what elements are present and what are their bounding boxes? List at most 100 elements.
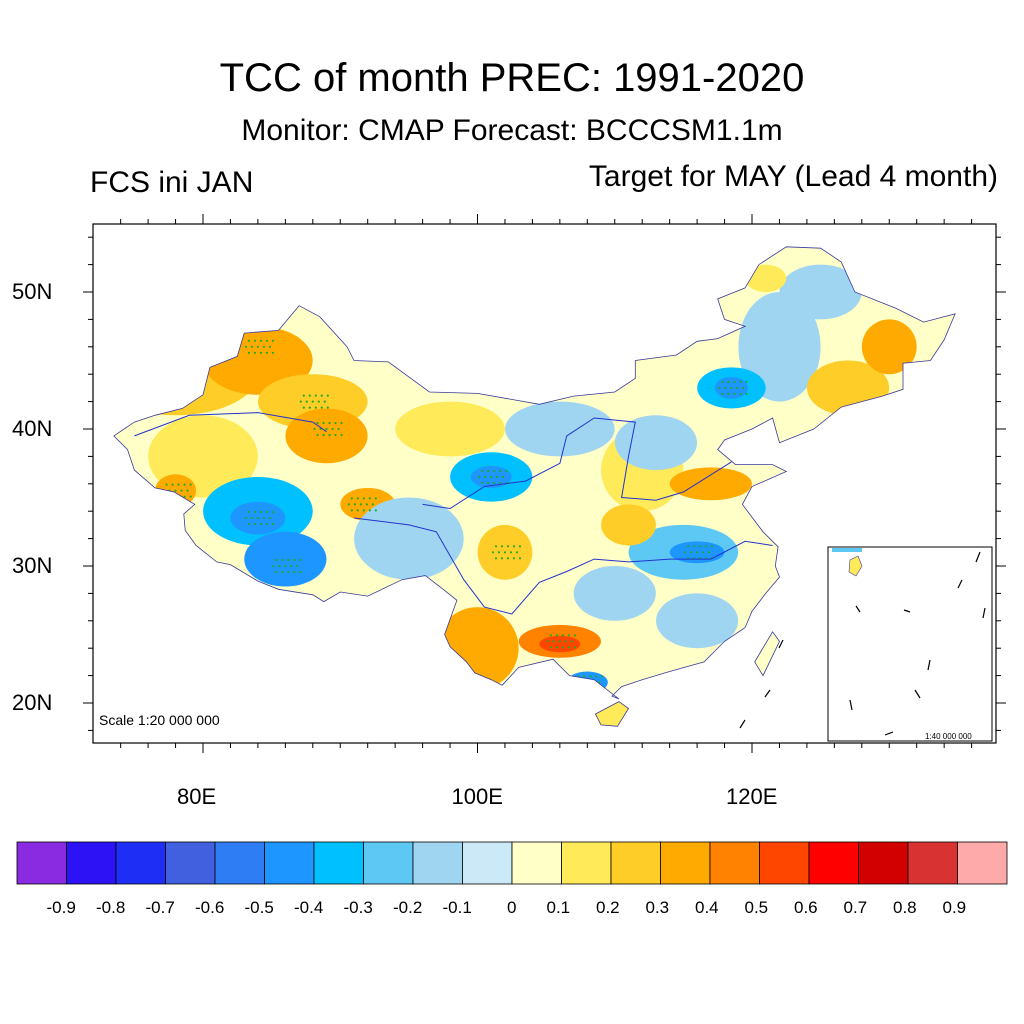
significance-dot bbox=[328, 421, 331, 425]
tcc-patch bbox=[505, 401, 615, 457]
colorbar-label: -0.6 bbox=[195, 898, 225, 917]
significance-dot bbox=[573, 634, 576, 637]
significance-dot bbox=[724, 386, 727, 389]
significance-dot bbox=[186, 489, 189, 492]
colorbar-swatch bbox=[561, 841, 612, 885]
inset-boundary-dash bbox=[982, 607, 986, 619]
significance-dot bbox=[502, 475, 505, 479]
significance-dot bbox=[293, 558, 296, 562]
colorbar-label: -0.1 bbox=[442, 898, 472, 917]
scale-label: Scale 1:20 000 000 bbox=[99, 712, 220, 728]
significance-dot bbox=[314, 406, 317, 409]
significance-dot bbox=[708, 551, 711, 554]
significance-dot bbox=[362, 509, 365, 512]
significance-dot bbox=[308, 406, 311, 409]
significance-dot bbox=[350, 509, 353, 512]
significance-dot bbox=[583, 687, 586, 690]
significance-dot bbox=[490, 475, 493, 479]
significance-dot bbox=[509, 551, 513, 554]
south-china-sea-inset bbox=[827, 546, 993, 742]
significance-dot bbox=[259, 522, 262, 526]
significance-dot bbox=[265, 510, 268, 514]
chart-subtitle: Monitor: CMAP Forecast: BCCCSM1.1m bbox=[241, 114, 783, 147]
significance-dot bbox=[506, 557, 510, 560]
significance-dot bbox=[287, 558, 290, 562]
tcc-patch bbox=[614, 415, 698, 471]
significance-dot bbox=[500, 557, 504, 560]
significance-dot bbox=[271, 351, 274, 354]
significance-dot bbox=[316, 433, 319, 437]
significance-dot bbox=[503, 551, 507, 554]
colorbar-swatch bbox=[957, 841, 1008, 885]
significance-dot bbox=[739, 392, 742, 395]
inset-boundary-dash bbox=[849, 699, 853, 711]
significance-dot bbox=[491, 551, 495, 554]
significance-dot bbox=[305, 400, 308, 403]
colorbar-swatch bbox=[412, 841, 463, 885]
significance-dot bbox=[736, 386, 739, 389]
significance-dot bbox=[244, 516, 247, 520]
colorbar-swatch bbox=[511, 841, 562, 885]
significance-dot bbox=[262, 516, 265, 520]
significance-dot bbox=[718, 386, 721, 389]
significance-dot bbox=[499, 481, 502, 485]
significance-dot bbox=[711, 545, 714, 548]
significance-dot bbox=[322, 421, 325, 425]
significance-dot bbox=[281, 570, 284, 574]
river bbox=[134, 412, 327, 437]
tcc-patch bbox=[573, 566, 656, 621]
significance-dot bbox=[253, 351, 256, 354]
tcc-patch bbox=[745, 264, 787, 292]
significance-dot bbox=[546, 640, 549, 643]
colorbar-swatch bbox=[16, 841, 67, 885]
tcc-patch bbox=[539, 635, 581, 653]
significance-dot bbox=[326, 394, 329, 397]
significance-dot bbox=[271, 339, 274, 342]
significance-dot bbox=[577, 687, 580, 690]
significance-dot bbox=[278, 564, 281, 568]
significance-dot bbox=[356, 497, 359, 500]
significance-dot bbox=[299, 558, 302, 562]
significance-dot bbox=[268, 516, 271, 520]
significance-dot bbox=[287, 570, 290, 574]
significance-dot bbox=[727, 392, 730, 395]
colorbar-swatch bbox=[462, 841, 513, 885]
significance-dot bbox=[362, 497, 365, 500]
significance-dot bbox=[262, 345, 265, 348]
colorbar-label: -0.7 bbox=[145, 898, 175, 917]
tcc-patch bbox=[395, 401, 505, 457]
significance-dot bbox=[290, 564, 293, 568]
significance-dot bbox=[478, 475, 481, 479]
significance-dot bbox=[365, 503, 368, 506]
tcc-patch bbox=[861, 319, 917, 375]
significance-dot bbox=[171, 495, 174, 498]
significance-dot bbox=[574, 681, 577, 684]
tcc-patch bbox=[566, 671, 608, 694]
significance-dot bbox=[271, 510, 274, 514]
inset-coast bbox=[832, 548, 862, 552]
colorbar-swatch bbox=[660, 841, 711, 885]
target-label: Target for MAY (Lead 4 month) bbox=[588, 160, 998, 193]
chart-title: TCC of month PREC: 1991-2020 bbox=[219, 56, 805, 100]
significance-dot bbox=[337, 427, 340, 431]
significance-dot bbox=[326, 406, 329, 409]
significance-dot bbox=[368, 497, 371, 500]
significance-dot bbox=[340, 421, 343, 425]
colorbar-label: -0.5 bbox=[244, 898, 274, 917]
significance-dot bbox=[499, 469, 502, 473]
y-tick-label: 40N bbox=[12, 416, 53, 441]
colorbar-label: -0.9 bbox=[46, 898, 76, 917]
significance-dot bbox=[302, 394, 305, 397]
significance-dot bbox=[699, 545, 702, 548]
colorbar-label: 0.3 bbox=[645, 898, 670, 917]
significance-dot bbox=[494, 557, 498, 560]
significance-dot bbox=[325, 427, 328, 431]
significance-dot bbox=[555, 646, 558, 649]
significance-dot bbox=[353, 503, 356, 506]
colorbar-label: 0.4 bbox=[695, 898, 719, 917]
significance-dot bbox=[302, 406, 305, 409]
significance-dot bbox=[314, 394, 317, 397]
significance-dot bbox=[347, 503, 350, 506]
significance-dot bbox=[696, 551, 699, 554]
significance-dot bbox=[320, 406, 323, 409]
